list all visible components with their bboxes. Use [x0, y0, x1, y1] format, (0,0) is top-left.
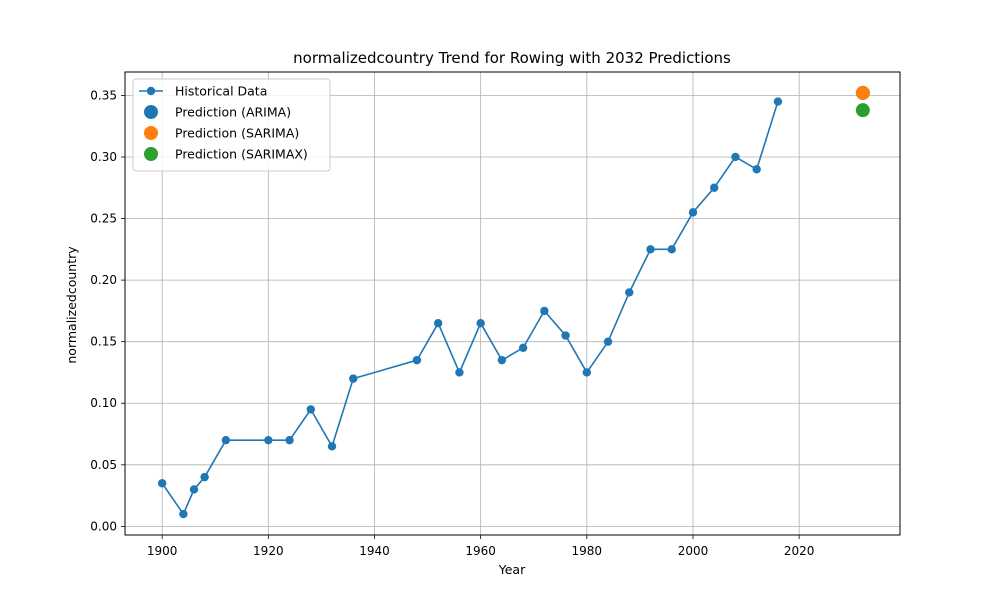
legend-marker-swatch — [144, 105, 158, 119]
historical-point — [603, 337, 613, 346]
historical-point — [189, 485, 199, 494]
legend-label: Prediction (ARIMA) — [175, 105, 291, 120]
historical-point — [582, 368, 592, 377]
legend-marker-swatch — [146, 86, 156, 96]
y-axis-label: normalizedcountry — [64, 246, 79, 364]
historical-point — [221, 435, 231, 445]
historical-point — [688, 208, 698, 217]
historical-point — [455, 368, 464, 377]
y-tick-label: 0.05 — [90, 458, 117, 472]
historical-point — [752, 165, 761, 174]
historical-point — [561, 331, 570, 340]
historical-point — [285, 435, 294, 445]
historical-point — [667, 245, 676, 254]
legend-label: Prediction (SARIMAX) — [175, 147, 308, 162]
grid — [125, 72, 900, 535]
axes-ticks: 1900 1920 1940 1960 1980 2000 2020 0.00 0.05 0.10… — [90, 88, 814, 558]
legend-label: Historical Data — [175, 84, 267, 99]
historical-point — [710, 183, 719, 192]
historical-point — [540, 306, 549, 316]
historical-point — [497, 355, 507, 365]
historical-point — [518, 343, 528, 353]
x-tick-label: 1980 — [572, 544, 603, 558]
prediction-point-2 — [855, 85, 870, 100]
data-layer — [157, 85, 870, 519]
historical-point — [200, 472, 209, 482]
historical-point — [412, 355, 422, 365]
prediction-point-3 — [855, 103, 870, 118]
historical-point — [179, 509, 188, 519]
historical-point — [264, 435, 273, 445]
legend-label: Prediction (SARIMA) — [175, 126, 299, 141]
y-tick-label: 0.10 — [90, 396, 117, 410]
legend: Historical Data Prediction (ARIMA) Predict… — [132, 78, 331, 172]
historical-point — [327, 442, 337, 451]
y-tick-label: 0.00 — [90, 519, 117, 533]
historical-point — [157, 479, 167, 488]
historical-point — [625, 288, 634, 297]
historical-point — [773, 97, 783, 106]
historical-point — [306, 405, 315, 414]
x-tick-label: 1940 — [359, 544, 390, 558]
historical-point — [349, 374, 358, 383]
x-tick-label: 1900 — [147, 544, 178, 558]
y-tick-label: 0.35 — [90, 88, 117, 102]
x-tick-label: 2020 — [784, 544, 815, 558]
x-axis-label: Year — [498, 562, 526, 577]
y-tick-label: 0.20 — [90, 273, 117, 287]
y-tick-label: 0.25 — [90, 212, 117, 226]
legend-marker-swatch — [144, 147, 158, 161]
legend-box — [132, 78, 331, 172]
historical-point — [433, 319, 443, 328]
x-tick-label: 1960 — [465, 544, 496, 558]
historical-line — [161, 101, 779, 516]
historical-point — [646, 245, 655, 254]
chart-title: normalizedcountry Trend for Rowing with … — [293, 49, 731, 67]
historical-point — [731, 152, 740, 162]
x-tick-label: 1920 — [253, 544, 284, 558]
legend-marker-swatch — [144, 126, 158, 140]
historical-point — [476, 319, 485, 328]
y-tick-label: 0.30 — [90, 150, 117, 164]
plot-area — [124, 71, 901, 536]
x-tick-label: 2000 — [678, 544, 709, 558]
y-tick-label: 0.15 — [90, 335, 117, 349]
